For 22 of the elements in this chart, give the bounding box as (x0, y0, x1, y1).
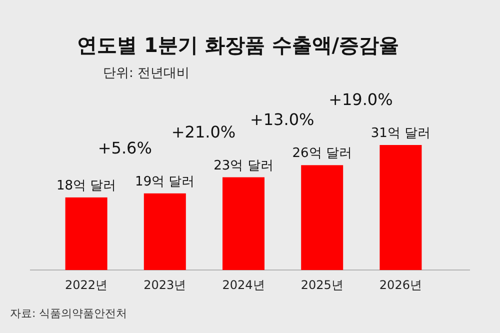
data-label: 26억 달러 (292, 146, 352, 162)
text: 자료: 식품의약품안전처 (10, 307, 128, 320)
bar (222, 177, 264, 270)
chart-title: 연도별 1분기 화장품 수출액/증감율 (77, 33, 400, 57)
x-tick-label: 2026년 (379, 278, 422, 292)
x-tick-label: 2024년 (222, 278, 265, 292)
text: +21.0% (171, 122, 236, 142)
x-tick-label: 2025년 (300, 278, 344, 292)
bar (144, 193, 186, 270)
bar (301, 165, 344, 270)
bar (65, 197, 108, 270)
bar (380, 145, 422, 270)
x-tick-label: 2022년 (65, 278, 108, 292)
data-label: 23억 달러 (214, 158, 274, 174)
annotation: +5.6% (98, 138, 152, 158)
data-label: 18억 달러 (56, 178, 116, 194)
data-label: 19억 달러 (135, 174, 195, 190)
chart-subtitle: 단위: 전년대비 (103, 66, 190, 81)
text: +13.0% (250, 110, 314, 130)
text: +19.0% (328, 90, 393, 109)
data-label: 31억 달러 (370, 126, 431, 141)
x-tick-label: 2023년 (144, 278, 186, 292)
